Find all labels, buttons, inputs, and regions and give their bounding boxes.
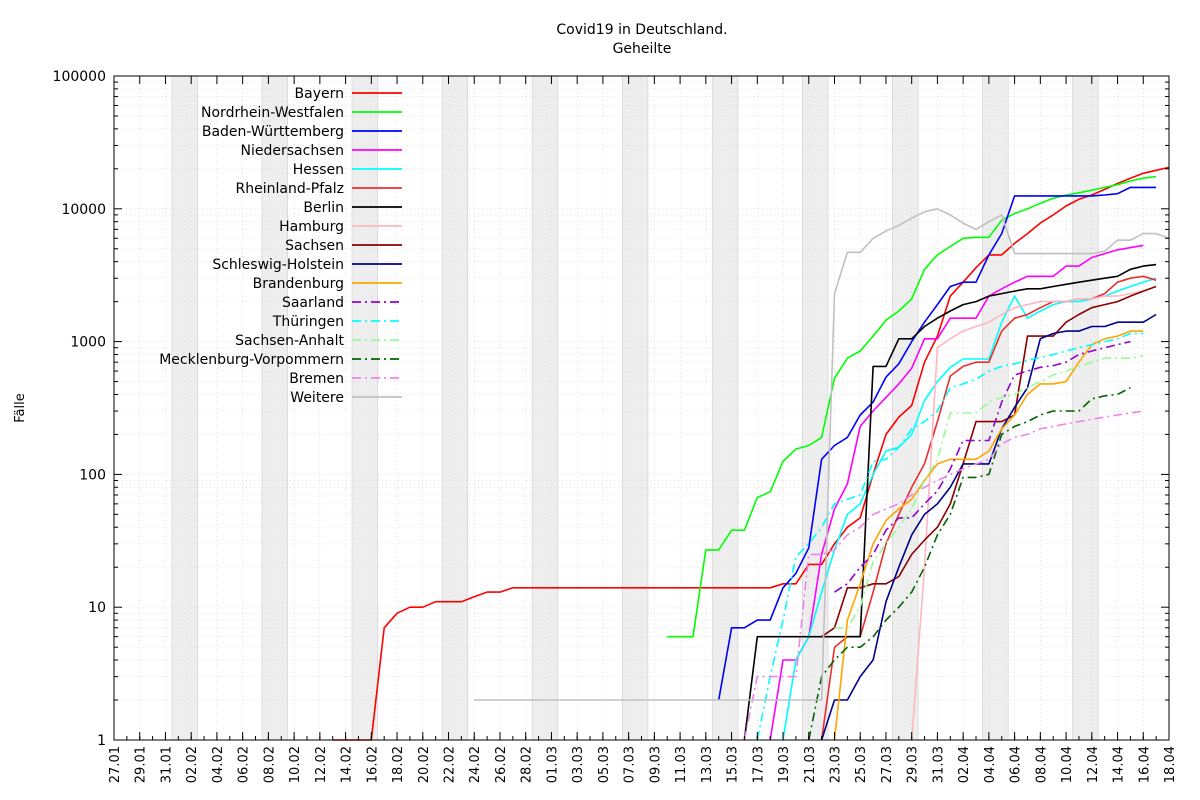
x-tick-label: 14.02 — [340, 746, 355, 783]
x-tick-label: 04.02 — [211, 746, 226, 783]
x-tick-label: 08.04 — [1034, 746, 1049, 783]
weekend-band — [351, 75, 379, 741]
legend-label: Nordrhein-Westfalen — [201, 105, 344, 121]
x-tick-label: 24.02 — [468, 746, 483, 783]
series-line-sachsen-anhalt — [834, 355, 1144, 629]
y-tick-label: 10 — [88, 600, 106, 616]
x-tick-label: 21.03 — [803, 746, 818, 783]
legend-label: Brandenburg — [253, 276, 344, 292]
x-tick-label: 03.03 — [571, 746, 586, 783]
x-tick-label: 10.02 — [288, 746, 303, 783]
x-tick-label: 16.04 — [1137, 746, 1152, 783]
x-tick-label: 06.04 — [1009, 746, 1024, 783]
x-tick-label: 07.03 — [623, 746, 638, 783]
legend-label: Berlin — [303, 200, 344, 216]
y-tick-label: 100 — [79, 467, 106, 483]
x-tick-label: 05.03 — [597, 746, 612, 783]
x-tick-label: 02.04 — [957, 746, 972, 783]
x-tick-label: 31.01 — [159, 746, 174, 783]
weekend-band — [982, 75, 1009, 741]
weekend-band — [261, 75, 288, 741]
x-tick-label: 14.04 — [1112, 746, 1127, 783]
series-line-mecklenburg-vorpommern — [808, 386, 1131, 741]
x-tick-label: 08.02 — [262, 746, 277, 783]
legend-label: Niedersachsen — [241, 143, 344, 159]
x-tick-label: 22.02 — [443, 746, 458, 783]
legend-label: Thüringen — [272, 314, 344, 330]
weekend-band — [1072, 75, 1099, 741]
x-tick-label: 31.03 — [931, 746, 946, 783]
series-line-berlin — [743, 263, 1157, 741]
x-tick-label: 29.01 — [134, 746, 149, 783]
chart-subtitle: Geheilte — [613, 41, 672, 57]
y-tick-label: 10000 — [61, 202, 106, 218]
x-tick-label: 27.03 — [880, 746, 895, 783]
x-tick-label: 28.02 — [520, 746, 535, 783]
legend-label: Weitere — [290, 390, 344, 406]
legend-label: Bremen — [289, 371, 344, 387]
x-tick-label: 29.03 — [906, 746, 921, 783]
x-tick-label: 17.03 — [751, 746, 766, 783]
chart-title: Covid19 in Deutschland. — [556, 22, 727, 38]
x-tick-label: 26.02 — [494, 746, 509, 783]
x-tick-label: 18.02 — [391, 746, 406, 783]
x-tick-label: 23.03 — [828, 746, 843, 783]
legend-label: Mecklenburg-Vorpommern — [159, 352, 344, 368]
x-tick-label: 16.02 — [365, 746, 380, 783]
x-tick-label: 13.03 — [700, 746, 715, 783]
x-tick-label: 06.02 — [237, 746, 252, 783]
legend-label: Bayern — [295, 86, 344, 102]
x-tick-label: 11.03 — [674, 746, 689, 783]
x-axis: 27.01 29.01 31.01 02.02 04.02 06.02 08.02 10.02… — [108, 76, 1178, 783]
legend-label: Saarland — [282, 295, 344, 311]
x-tick-label: 10.04 — [1060, 746, 1075, 783]
legend-label: Rheinland-Pfalz — [236, 181, 344, 197]
y-tick-label: 1000 — [70, 335, 106, 351]
x-tick-label: 25.03 — [854, 746, 869, 783]
legend-label: Hamburg — [279, 219, 344, 235]
x-tick-label: 12.04 — [1086, 746, 1101, 783]
series-line-saarland — [834, 340, 1131, 593]
series-line-hamburg — [910, 290, 1144, 741]
weekend-bands — [171, 75, 1099, 741]
x-tick-label: 20.02 — [417, 746, 432, 783]
series-line-weitere — [474, 208, 1170, 701]
series-layer — [332, 166, 1170, 741]
series-line-bayern — [332, 166, 1170, 741]
series-line-sachsen — [821, 285, 1157, 638]
series-line-bremen — [743, 410, 1144, 741]
x-tick-label: 18.04 — [1163, 746, 1178, 783]
y-tick-label: 1 — [97, 733, 106, 749]
series-line-schleswig-holstein — [820, 313, 1157, 741]
legend-label: Baden-Württemberg — [202, 124, 344, 140]
x-tick-label: 04.04 — [983, 746, 998, 783]
legend-label: Sachsen-Anhalt — [235, 333, 344, 349]
weekend-band — [531, 75, 559, 741]
legend-label: Hessen — [293, 162, 344, 178]
legend-label: Schleswig-Holstein — [212, 257, 344, 273]
x-tick-label: 27.01 — [108, 746, 123, 783]
legend-label: Sachsen — [285, 238, 344, 254]
y-axis: 1 10 100 1000 10000 100000 — [53, 69, 1169, 749]
weekend-band — [171, 75, 198, 741]
y-tick-label: 100000 — [53, 69, 106, 85]
weekend-band — [711, 75, 739, 741]
weekend-band — [621, 75, 649, 741]
series-line-niedersachsen — [769, 244, 1144, 741]
weekend-band — [892, 75, 919, 741]
x-tick-label: 12.02 — [314, 746, 329, 783]
series-line-nordrhein-westfalen — [667, 175, 1157, 638]
x-tick-label: 15.03 — [726, 746, 741, 783]
x-tick-label: 09.03 — [648, 746, 663, 783]
y-axis-label: Fälle — [13, 393, 28, 422]
series-line-rheinland-pfalz — [820, 275, 1157, 741]
legend: Bayern Nordrhein-Westfalen Baden-Württembe… — [159, 86, 402, 406]
x-tick-label: 19.03 — [777, 746, 792, 783]
weekend-band — [441, 75, 469, 741]
x-tick-label: 02.02 — [185, 746, 200, 783]
x-tick-label: 01.03 — [545, 746, 560, 783]
